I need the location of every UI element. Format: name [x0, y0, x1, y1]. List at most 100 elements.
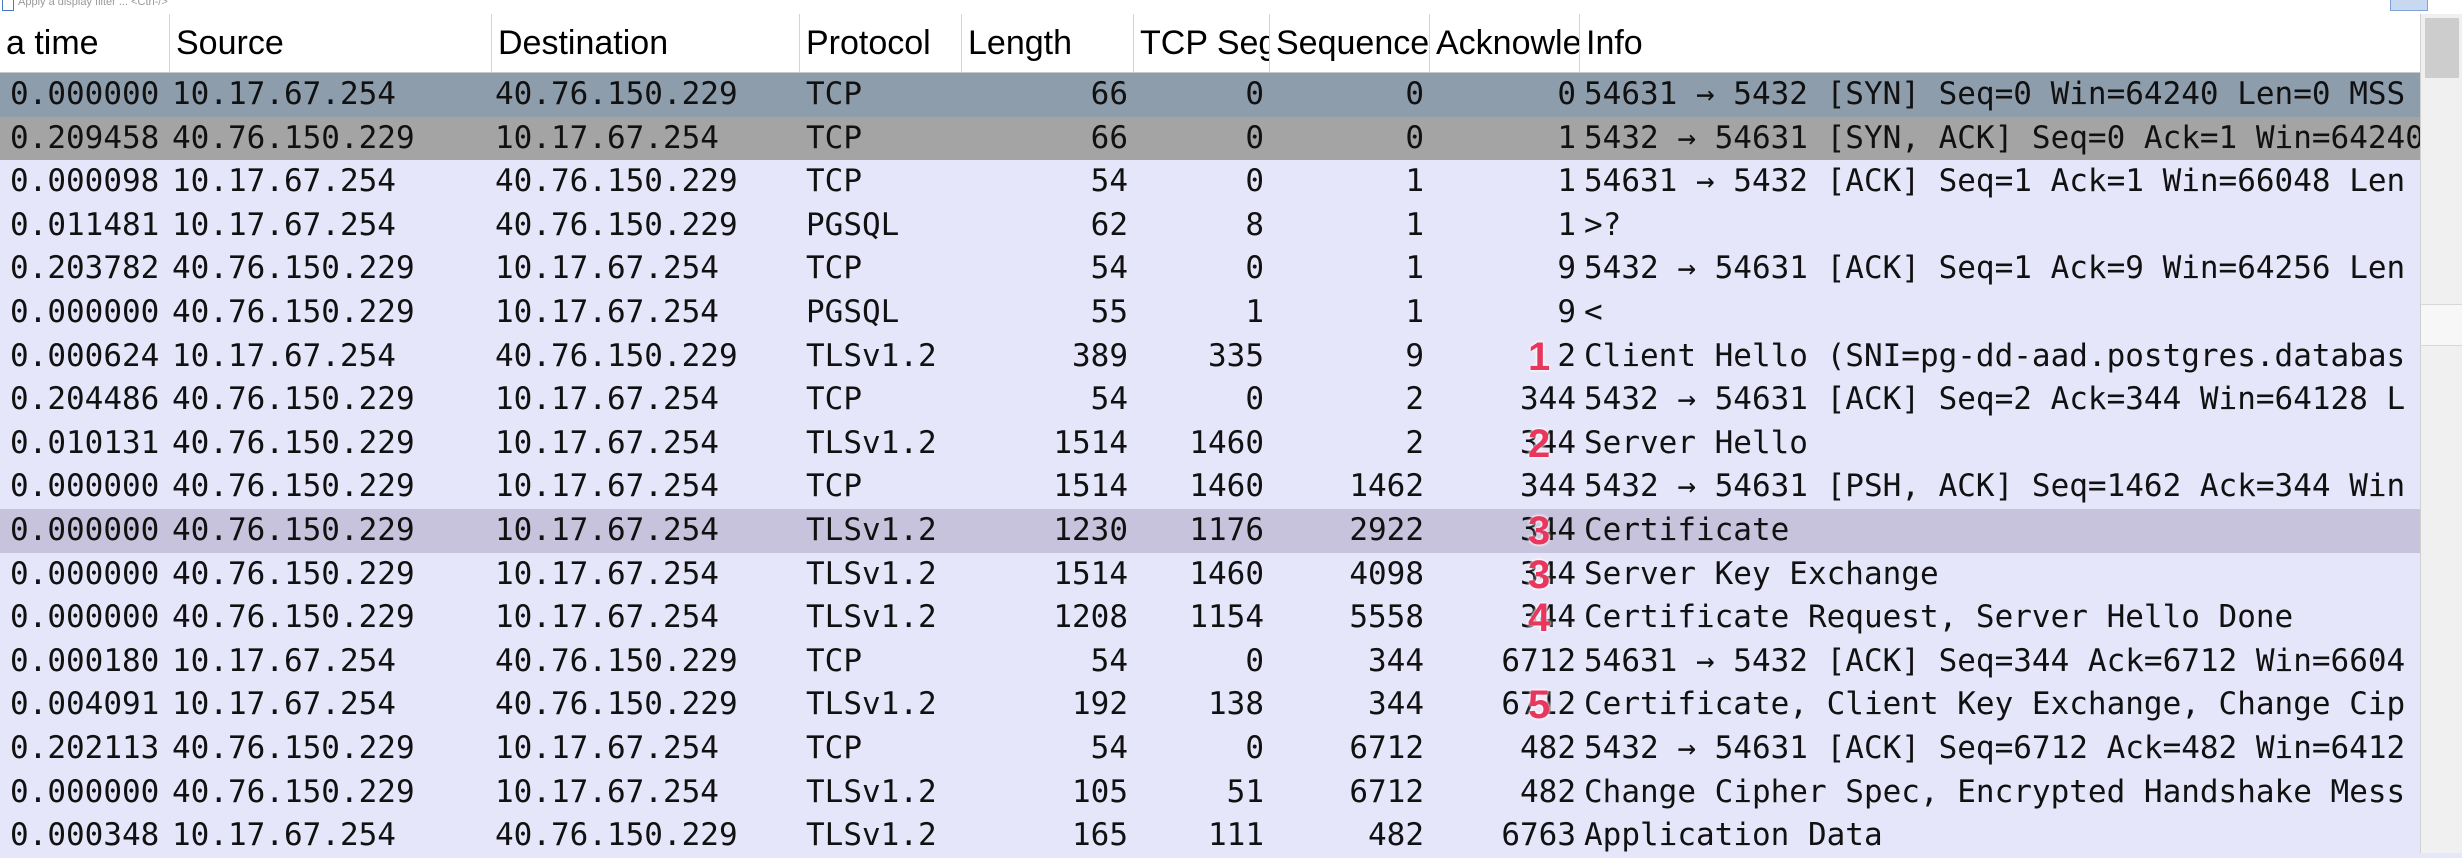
- cell-source: 10.17.67.254: [172, 817, 396, 854]
- cell-acknowledgment: 9: [1557, 294, 1576, 330]
- cell-length: 55: [1090, 294, 1128, 330]
- cell-sequence: 1: [1405, 163, 1424, 200]
- column-header-info[interactable]: Info: [1586, 24, 1643, 62]
- cell-sequence: 0: [1405, 76, 1424, 112]
- cell-time: 0.202113: [10, 730, 160, 766]
- cell-tcp-seg: 0: [1245, 642, 1264, 679]
- cell-time: 0.204486: [10, 381, 160, 418]
- step-number-badge: 3: [1528, 509, 1551, 553]
- cell-time: 0.000348: [10, 817, 160, 854]
- cell-acknowledgment: 344: [1520, 555, 1576, 592]
- cell-sequence: 6712: [1349, 773, 1424, 810]
- packet-row[interactable]: 0.202113 40.76.150.229 10.17.67.254 TCP 54 0 6…: [0, 727, 2420, 771]
- display-filter-bar[interactable]: Apply a display filter ... <Ctrl-/>: [0, 0, 2462, 15]
- cell-source: 40.76.150.229: [172, 468, 415, 505]
- cell-sequence: 5558: [1349, 599, 1424, 636]
- cell-protocol: TLSv1.2: [806, 599, 937, 636]
- scrollbar-thumb[interactable]: [2425, 18, 2459, 78]
- cell-time: 0.000000: [10, 512, 160, 548]
- cell-protocol: TLSv1.2: [806, 337, 937, 374]
- cell-length: 54: [1090, 642, 1128, 679]
- cell-tcp-seg: 1176: [1189, 512, 1264, 548]
- cell-length: 1514: [1053, 555, 1128, 592]
- cell-info: >?: [1584, 206, 1622, 243]
- cell-length: 54: [1090, 381, 1128, 418]
- cell-info: <: [1584, 294, 1603, 330]
- cell-acknowledgment: 344: [1520, 424, 1576, 461]
- cell-protocol: PGSQL: [806, 294, 900, 330]
- packet-row[interactable]: 0.000000 40.76.150.229 10.17.67.254 TLSv1.2…: [0, 509, 2420, 553]
- packet-row[interactable]: 0.000000 40.76.150.229 10.17.67.254 PGSQL 55…: [0, 291, 2420, 335]
- cell-protocol: PGSQL: [806, 206, 900, 243]
- cell-acknowledgment: 9: [1557, 250, 1576, 287]
- cell-destination: 10.17.67.254: [495, 250, 719, 287]
- cell-destination: 10.17.67.254: [495, 424, 719, 461]
- display-filter-input[interactable]: Apply a display filter ... <Ctrl-/>: [18, 0, 168, 8]
- cell-tcp-seg: 0: [1245, 250, 1264, 287]
- packet-row[interactable]: 0.209458 40.76.150.229 10.17.67.254 TCP 66 0 0…: [0, 116, 2420, 161]
- packet-row[interactable]: 0.000000 40.76.150.229 10.17.67.254 TLSv1.2…: [0, 596, 2420, 640]
- cell-destination: 40.76.150.229: [495, 817, 738, 854]
- cell-time: 0.011481: [10, 206, 160, 243]
- cell-acknowledgment: 482: [1520, 730, 1576, 766]
- cell-length: 1230: [1053, 512, 1128, 548]
- cell-source: 40.76.150.229: [172, 250, 415, 287]
- packet-row[interactable]: 0.010131 40.76.150.229 10.17.67.254 TLSv1.2…: [0, 422, 2420, 466]
- cell-tcp-seg: 1460: [1189, 424, 1264, 461]
- cell-source: 10.17.67.254: [172, 642, 396, 679]
- packet-row[interactable]: 0.000000 40.76.150.229 10.17.67.254 TCP 1514…: [0, 465, 2420, 509]
- cell-info: Certificate, Client Key Exchange, Change…: [1584, 686, 2406, 723]
- cell-length: 105: [1072, 773, 1128, 810]
- column-header-acknowledgment[interactable]: Acknowle: [1430, 14, 1580, 72]
- cell-time: 0.000000: [10, 555, 160, 592]
- packet-row[interactable]: 0.000000 40.76.150.229 10.17.67.254 TLSv1.2…: [0, 771, 2420, 815]
- cell-acknowledgment: 6763: [1501, 817, 1576, 854]
- cell-tcp-seg: 335: [1208, 337, 1264, 374]
- packet-row[interactable]: 0.004091 10.17.67.254 40.76.150.229 TLSv1.2…: [0, 683, 2420, 727]
- cell-tcp-seg: 0: [1245, 119, 1264, 156]
- cell-tcp-seg: 0: [1245, 76, 1264, 112]
- cell-info: Certificate Request, Server Hello Done: [1584, 599, 2294, 636]
- column-header-time[interactable]: a time: [0, 14, 170, 72]
- cell-sequence: 1: [1405, 250, 1424, 287]
- cell-info: Server Hello: [1584, 424, 1808, 461]
- column-header-sequence[interactable]: Sequence: [1270, 14, 1430, 72]
- packet-row[interactable]: 0.204486 40.76.150.229 10.17.67.254 TCP 54 0 2…: [0, 378, 2420, 422]
- packet-row[interactable]: 0.203782 40.76.150.229 10.17.67.254 TCP 54 0 1…: [0, 247, 2420, 291]
- vertical-scrollbar[interactable]: [2420, 14, 2462, 853]
- cell-time: 0.000000: [10, 468, 160, 505]
- cell-length: 54: [1090, 730, 1128, 766]
- cell-tcp-seg: 1460: [1189, 555, 1264, 592]
- cell-source: 10.17.67.254: [172, 686, 396, 723]
- cell-sequence: 1462: [1349, 468, 1424, 505]
- step-number-badge: 4: [1528, 596, 1551, 641]
- cell-destination: 40.76.150.229: [495, 163, 738, 200]
- column-header-length[interactable]: Length: [962, 14, 1134, 72]
- cell-sequence: 0: [1405, 119, 1424, 156]
- column-header-tcp-seg[interactable]: TCP Seg: [1134, 14, 1270, 72]
- filter-apply-button[interactable]: [2390, 0, 2428, 11]
- packet-row[interactable]: 0.011481 10.17.67.254 40.76.150.229 PGSQL 62…: [0, 204, 2420, 248]
- packet-row[interactable]: 0.000180 10.17.67.254 40.76.150.229 TCP 54 0 3…: [0, 640, 2420, 684]
- packet-row[interactable]: 0.000624 10.17.67.254 40.76.150.229 TLSv1.2…: [0, 335, 2420, 379]
- cell-destination: 10.17.67.254: [495, 381, 719, 418]
- cell-source: 40.76.150.229: [172, 381, 415, 418]
- cell-destination: 40.76.150.229: [495, 206, 738, 243]
- cell-destination: 10.17.67.254: [495, 294, 719, 330]
- cell-source: 40.76.150.229: [172, 773, 415, 810]
- cell-tcp-seg: 0: [1245, 163, 1264, 200]
- packet-row[interactable]: 0.000000 40.76.150.229 10.17.67.254 TLSv1.2…: [0, 553, 2420, 597]
- column-header-protocol[interactable]: Protocol: [800, 14, 962, 72]
- column-header-destination[interactable]: Destination: [492, 14, 800, 72]
- filter-bookmark-icon[interactable]: [2, 0, 14, 11]
- packet-row[interactable]: 0.000348 10.17.67.254 40.76.150.229 TLSv1.2…: [0, 814, 2420, 858]
- cell-protocol: TLSv1.2: [806, 817, 937, 854]
- packet-row[interactable]: 0.000000 10.17.67.254 40.76.150.229 TCP 66 0 0…: [0, 73, 2420, 117]
- column-header-source[interactable]: Source: [170, 14, 492, 72]
- cell-sequence: 1: [1405, 294, 1424, 330]
- cell-protocol: TCP: [806, 642, 862, 679]
- cell-length: 54: [1090, 250, 1128, 287]
- packet-row[interactable]: 0.000098 10.17.67.254 40.76.150.229 TCP 54 0 1…: [0, 160, 2420, 204]
- cell-info: Server Key Exchange: [1584, 555, 1939, 592]
- cell-protocol: TCP: [806, 163, 862, 200]
